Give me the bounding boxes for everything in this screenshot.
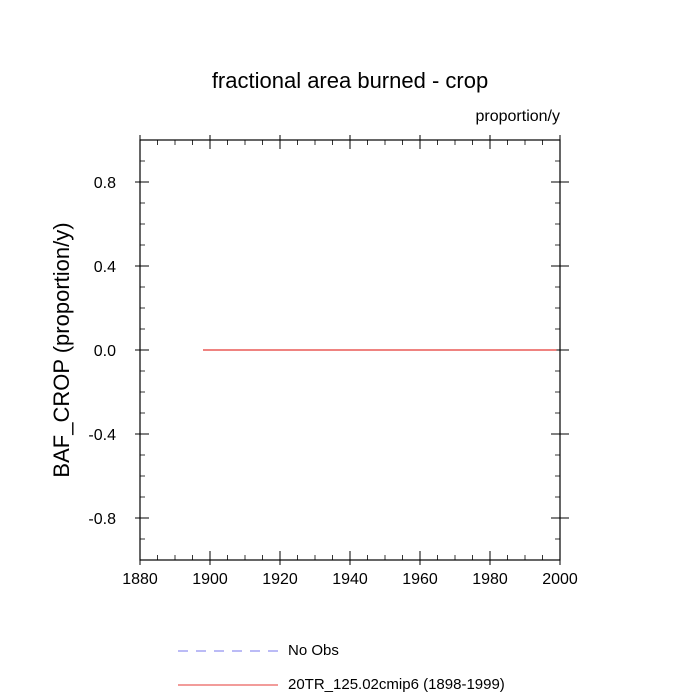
x-tick-label: 1960 [402, 571, 438, 588]
y-tick-label: 0.4 [94, 259, 116, 276]
axis-ticks: 1880 1900 1920 1940 1960 1980 2000 -0.8 -0.4 0.0 0… [88, 135, 578, 588]
legend-label: 20TR_125.02cmip6 (1898-1999) [288, 676, 505, 693]
y-tick-label: -0.8 [88, 511, 116, 528]
x-tick-label: 1940 [332, 571, 368, 588]
legend [178, 650, 278, 686]
x-tick-label: 2000 [542, 571, 578, 588]
chart-title: fractional area burned - crop [211, 68, 489, 93]
y-tick-label: 0.8 [94, 175, 116, 192]
x-tick-label: 1980 [472, 571, 508, 588]
y-tick-label: -0.4 [88, 427, 116, 444]
x-tick-label: 1880 [122, 571, 158, 588]
x-tick-label: 1920 [262, 571, 298, 588]
y-tick-label: 0.0 [94, 343, 116, 360]
x-tick-label: 1900 [192, 571, 228, 588]
units-label: proportion/y [475, 108, 561, 125]
legend-label: No Obs [288, 642, 339, 659]
